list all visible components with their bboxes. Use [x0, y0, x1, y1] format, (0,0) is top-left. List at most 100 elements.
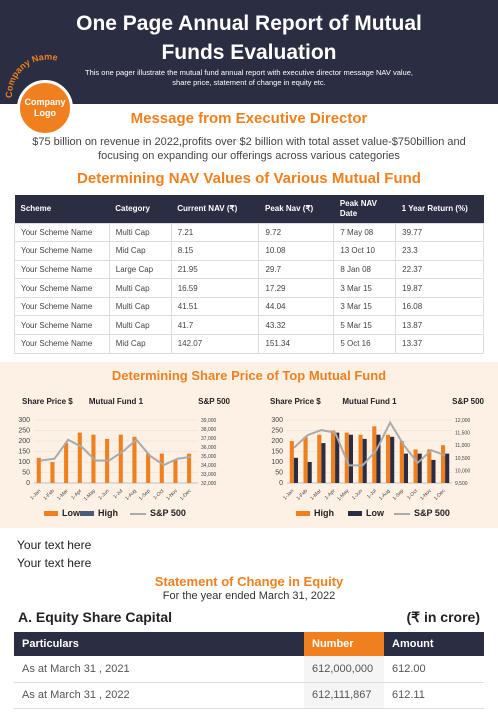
- y-tick-label: 0: [26, 480, 30, 487]
- bar: [427, 449, 432, 483]
- bar: [399, 441, 404, 483]
- nav-cell: 41.7: [170, 315, 260, 336]
- y-tick-label: 200: [271, 438, 283, 445]
- bar: [372, 426, 377, 483]
- y2-tick-label: 10,500: [455, 456, 471, 462]
- nav-row: Your Scheme Name Multi Cap 41.7 43.32 5 Mar …: [14, 315, 484, 336]
- nav-cell: Mid Cap: [108, 334, 172, 354]
- nav-row: Your Scheme Name Multi Cap 16.59 17.29 3 Mar…: [14, 278, 484, 298]
- y2-tick-label: 36,000: [201, 445, 217, 451]
- sp500-line: [293, 420, 446, 467]
- bar: [317, 434, 322, 483]
- nav-header-0: Scheme: [14, 195, 110, 223]
- bar: [348, 434, 353, 483]
- sp500-line: [40, 438, 192, 467]
- nav-row: Your Scheme Name Mid Cap 8.15 10.08 13 Oct 1…: [14, 241, 484, 261]
- equity-header-number: Number: [304, 632, 384, 656]
- company-logo: Company Logo: [17, 80, 73, 136]
- y-tick-label: 250: [18, 428, 30, 435]
- x-tick-label: 1-May: [336, 488, 350, 502]
- share-price-band: [0, 362, 498, 528]
- bar: [118, 434, 123, 483]
- bar: [403, 453, 408, 483]
- x-tick-label: 1-May: [83, 488, 97, 502]
- legend-label: Low: [366, 508, 385, 518]
- x-tick-label: 1-Oct: [152, 488, 165, 501]
- nav-cell: 16.08: [395, 296, 484, 317]
- y-tick-label: 300: [271, 417, 283, 424]
- legend-swatch: [80, 511, 94, 516]
- x-tick-label: 1-Jan: [282, 488, 295, 501]
- bar: [417, 453, 422, 483]
- nav-cell: Multi Cap: [108, 296, 172, 317]
- nav-cell: 19.87: [395, 278, 484, 298]
- x-tick-label: 1-Dec: [433, 488, 447, 502]
- bar: [358, 434, 363, 483]
- nav-cell: Your Scheme Name: [14, 259, 110, 280]
- legend-swatch: [348, 511, 362, 516]
- header-band: [0, 0, 498, 104]
- bar: [36, 457, 41, 483]
- page-title: One Page Annual Report of Mutual Funds E…: [76, 12, 422, 64]
- bar: [132, 436, 137, 483]
- x-tick-label: 1-Oct: [406, 488, 419, 501]
- nav-header-5: 1 Year Return (%): [395, 195, 484, 223]
- x-tick-label: 1-Feb: [296, 488, 310, 502]
- nav-header-3: Peak Nav (₹): [258, 195, 334, 223]
- y2-tick-label: 33,000: [201, 472, 217, 478]
- y2-tick-label: 32,000: [201, 481, 217, 487]
- equity-table: Particulars Number Amount As at March 31…: [14, 632, 484, 709]
- share-price-title: Determining Share Price of Top Mutual Fu…: [111, 368, 387, 383]
- legend-swatch: [296, 511, 310, 516]
- nav-cell: 22.37: [395, 259, 484, 280]
- nav-cell: 142.07: [170, 334, 260, 354]
- x-tick-label: 1-Jun: [97, 488, 110, 501]
- y-tick-label: 300: [18, 417, 30, 424]
- y2-tick-label: 12,000: [455, 418, 471, 424]
- nav-cell: Multi Cap: [108, 315, 172, 336]
- x-tick-label: 1-Nov: [165, 488, 179, 502]
- page-subtitle: This one pager illustrate the mutual fun…: [85, 68, 413, 87]
- y2-tick-label: 39,000: [201, 418, 217, 424]
- bar: [64, 443, 69, 483]
- logo-text: Company Logo: [24, 97, 66, 118]
- legend-label: Low: [62, 508, 81, 518]
- bar: [445, 453, 450, 483]
- bar: [390, 436, 395, 483]
- y2-tick-label: 11,500: [455, 431, 470, 437]
- nav-cell: 43.32: [258, 315, 335, 336]
- equity-cell-particular: As at March 31 , 2021: [14, 656, 304, 683]
- y2-tick-label: 38,000: [201, 427, 217, 433]
- legend-label: High: [314, 508, 334, 518]
- bar: [77, 432, 82, 483]
- bar: [303, 436, 308, 483]
- x-tick-label: 1-Sep: [138, 488, 152, 502]
- bar: [187, 453, 192, 483]
- nav-row: Your Scheme Name Multi Cap 41.51 44.04 3 Mar…: [14, 296, 484, 317]
- y2-tick-label: 35,000: [201, 454, 217, 460]
- y-tick-label: 150: [271, 449, 283, 456]
- legend-label: High: [98, 508, 118, 518]
- x-tick-label: 1-Jan: [29, 488, 42, 501]
- nav-cell: 3 Mar 15: [333, 296, 397, 317]
- bar: [173, 459, 178, 483]
- equity-unit: (₹ in crore): [406, 609, 480, 625]
- equity-row: As at March 31 , 2021 612,000,000 612.00: [14, 656, 484, 683]
- bar: [431, 459, 436, 483]
- nav-cell: Large Cap: [108, 259, 172, 280]
- bar: [413, 449, 418, 483]
- equity-header-amount: Amount: [384, 632, 484, 656]
- x-tick-label: 1-Feb: [42, 488, 56, 502]
- bar: [386, 434, 391, 483]
- legend-swatch: [44, 511, 58, 516]
- equity-section-heading: A. Equity Share Capital: [18, 609, 173, 625]
- nav-cell: Mid Cap: [108, 241, 172, 261]
- equity-cell-amount: 612.11: [384, 682, 484, 709]
- equity-cell-number: 612,000,000: [304, 656, 384, 683]
- nav-row: Your Scheme Name Mid Cap 142.07 151.34 5 Oct…: [14, 334, 484, 354]
- x-tick-label: 1-Apr: [70, 488, 83, 501]
- bar: [344, 432, 349, 483]
- bar: [50, 462, 55, 483]
- chart-title: Mutual Fund 1: [342, 397, 397, 406]
